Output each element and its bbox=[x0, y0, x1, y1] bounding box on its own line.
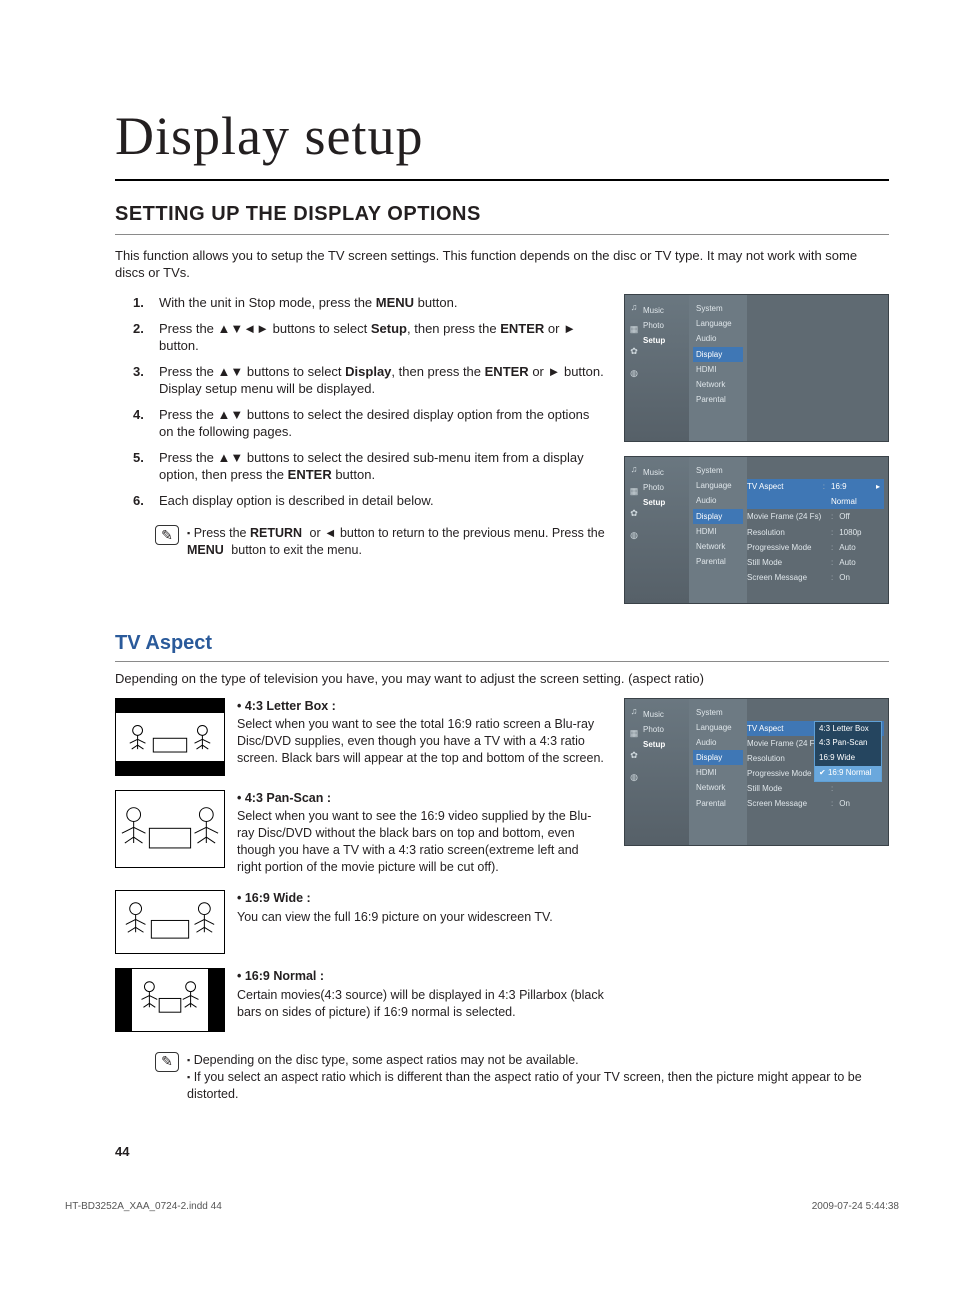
step-1: 1.With the unit in Stop mode, press the … bbox=[155, 294, 606, 312]
note-1: ✎ ▪ Press the RETURN or ◄ button to retu… bbox=[115, 525, 606, 559]
tv-aspect-intro: Depending on the type of television you … bbox=[115, 670, 889, 688]
section-heading: SETTING UP THE DISPLAY OPTIONS bbox=[115, 201, 889, 235]
globe-icon: ◍ bbox=[630, 367, 638, 379]
aspect-letterbox: • 4:3 Letter Box :Select when you want t… bbox=[115, 698, 606, 776]
thumb-letterbox bbox=[115, 698, 225, 776]
music-icon: ♫ bbox=[631, 301, 638, 313]
note-icon: ✎ bbox=[155, 1052, 179, 1072]
tv-aspect-heading: TV Aspect bbox=[115, 630, 889, 662]
thumb-normal bbox=[115, 968, 225, 1032]
step-5: 5.Press the ▲▼ buttons to select the des… bbox=[155, 449, 606, 484]
thumb-panscan bbox=[115, 790, 225, 868]
aspect-wide: • 16:9 Wide :You can view the full 16:9 … bbox=[115, 890, 606, 954]
photo-icon: ▦ bbox=[630, 323, 639, 335]
osd-screenshot-1: ♫▦✿◍ Music Photo Setup System Language A… bbox=[624, 294, 889, 442]
step-6: 6.Each display option is described in de… bbox=[155, 492, 606, 510]
intro-text: This function allows you to setup the TV… bbox=[115, 247, 889, 282]
osd-screenshot-3: ♫▦✿◍ Music Photo Setup System Language A… bbox=[624, 698, 889, 846]
page-title: Display setup bbox=[115, 100, 889, 181]
note-2: ✎ ▪ Depending on the disc type, some asp… bbox=[115, 1052, 889, 1103]
footer-left: HT-BD3252A_XAA_0724-2.indd 44 bbox=[65, 1200, 222, 1214]
aspect-dropdown: 4:3 Letter Box 4:3 Pan-Scan 16:9 Wide ✔ … bbox=[814, 721, 882, 782]
footer-right: 2009-07-24 5:44:38 bbox=[812, 1200, 899, 1214]
step-4: 4.Press the ▲▼ buttons to select the des… bbox=[155, 406, 606, 441]
gear-icon: ✿ bbox=[630, 345, 638, 357]
page-number: 44 bbox=[115, 1143, 889, 1161]
steps-list: 1.With the unit in Stop mode, press the … bbox=[115, 294, 606, 509]
aspect-normal: • 16:9 Normal :Certain movies(4:3 source… bbox=[115, 968, 606, 1032]
aspect-panscan: • 4:3 Pan-Scan :Select when you want to … bbox=[115, 790, 606, 876]
note-icon: ✎ bbox=[155, 525, 179, 545]
step-2: 2.Press the ▲▼◄► buttons to select Setup… bbox=[155, 320, 606, 355]
thumb-wide bbox=[115, 890, 225, 954]
step-3: 3.Press the ▲▼ buttons to select Display… bbox=[155, 363, 606, 398]
footer: HT-BD3252A_XAA_0724-2.indd 44 2009-07-24… bbox=[65, 1200, 899, 1214]
osd-screenshot-2: ♫▦✿◍ Music Photo Setup System Language A… bbox=[624, 456, 889, 604]
